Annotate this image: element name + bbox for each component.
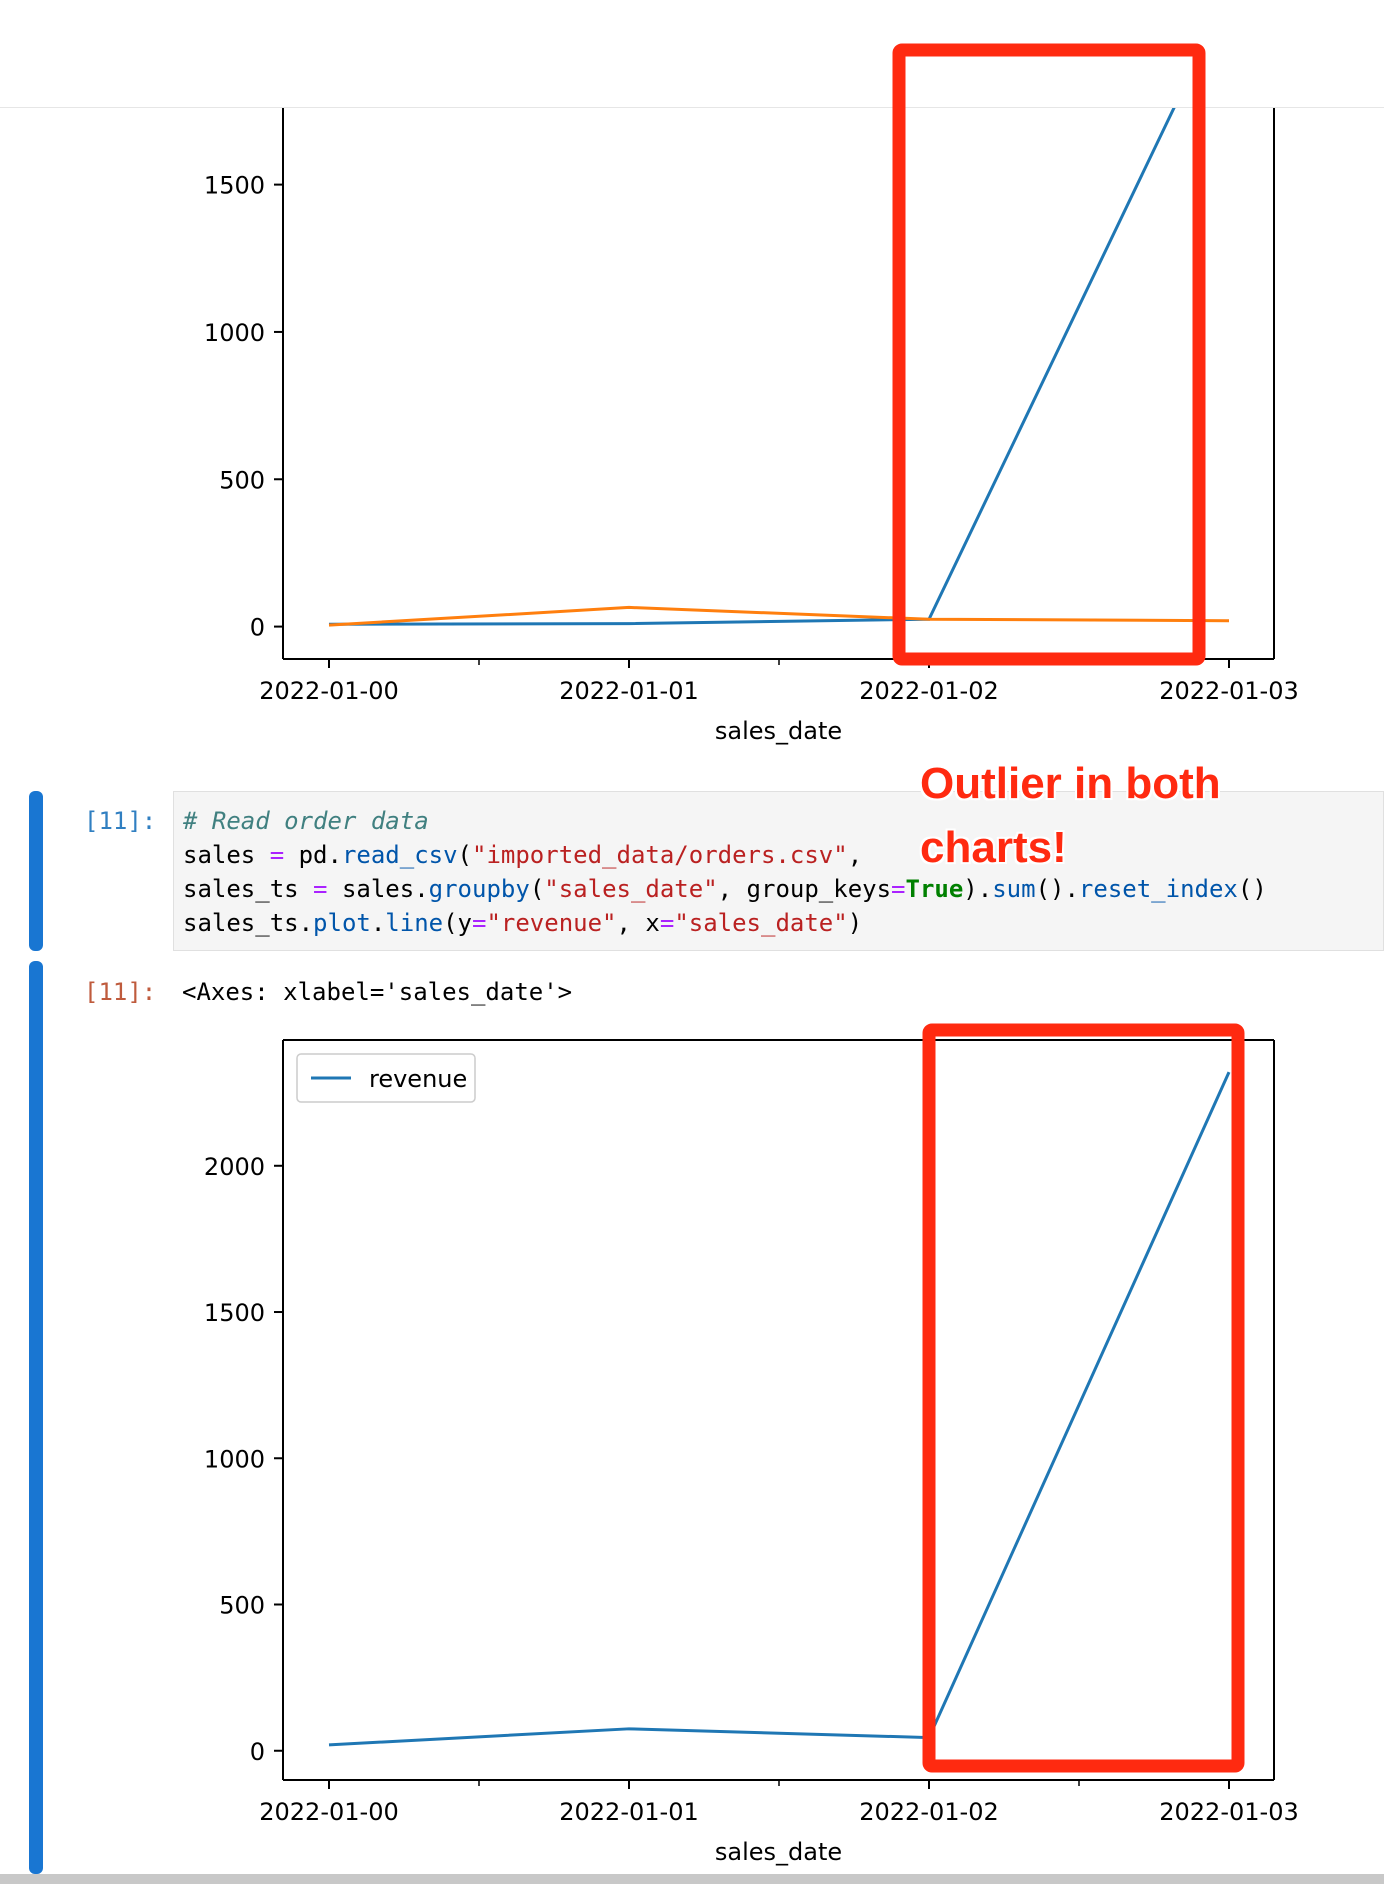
chart-revenue: 0 500 1000 1500 2000 2022-01-00 2022-01-01 2022…: [204, 1023, 1299, 1866]
x-tick-label: 2022-01-02: [859, 1798, 998, 1826]
code-token: sales: [183, 841, 270, 869]
code-token: =: [472, 909, 487, 937]
series-line-series-0: [328, 108, 1176, 626]
output-prompt: [11]:: [84, 978, 157, 1006]
code-editor[interactable]: # Read order data sales = pd.read_csv("im…: [173, 791, 1384, 951]
code-token: (: [457, 841, 472, 869]
y-tick-label: 1500: [204, 1299, 265, 1327]
horizontal-scrollbar[interactable]: [0, 1874, 1384, 1884]
y-tick-label: 500: [219, 1592, 265, 1620]
x-tick-label: 2022-01-03: [1159, 677, 1298, 705]
x-tick-label: 2022-01-00: [259, 1798, 398, 1826]
code-cell-bar[interactable]: [29, 791, 43, 951]
code-token: line: [385, 909, 444, 937]
outlier-highlight-box: [922, 1023, 1245, 1773]
outlier-highlight-box: [892, 43, 1206, 666]
code-token: sales_ts: [183, 875, 314, 903]
x-tick-label: 2022-01-00: [259, 677, 398, 705]
code-token: "sales_date": [544, 875, 718, 903]
y-tick-label: 1500: [204, 172, 265, 200]
code-token: ): [847, 909, 863, 937]
code-token: (: [529, 875, 545, 903]
input-prompt: [11]:: [84, 807, 157, 835]
code-token: , x: [616, 909, 660, 937]
x-tick-label: 2022-01-01: [559, 1798, 698, 1826]
code-token: .: [370, 909, 386, 937]
x-axis-label: sales_date: [715, 717, 842, 745]
code-line: sales_ts = sales.groupby("sales_date", g…: [183, 872, 1267, 906]
code-token: sum: [992, 875, 1036, 903]
series-line-revenue: [328, 1071, 1231, 1747]
code-line: sales = pd.read_csv("imported_data/order…: [183, 838, 877, 872]
code-token: ,: [847, 841, 877, 869]
code-token: "sales_date": [674, 909, 848, 937]
code-token: =: [659, 909, 675, 937]
x-tick-label: 2022-01-03: [1159, 1798, 1298, 1826]
output-text: <Axes: xlabel='sales_date'>: [182, 978, 573, 1006]
y-tick-label: 1000: [204, 319, 265, 347]
code-token: ).: [963, 875, 993, 903]
top-divider: [0, 107, 1384, 108]
code-token: True: [905, 875, 964, 903]
code-token: sales.: [327, 875, 429, 903]
output-cell-bar[interactable]: [29, 961, 43, 1874]
y-tick-label: 0: [250, 1738, 265, 1766]
y-tick-label: 2000: [204, 1153, 265, 1181]
x-tick-label: 2022-01-01: [559, 677, 698, 705]
series-line-series-1: [328, 605, 1230, 627]
code-token: =: [313, 875, 328, 903]
code-token: sales_ts.: [183, 909, 314, 937]
legend-box: [296, 1053, 476, 1103]
code-token: , group_keys: [717, 875, 892, 903]
code-token: (y: [443, 909, 472, 937]
y-tick-label: 0: [250, 614, 265, 642]
outlier-annotation: Outlier in both charts!: [920, 759, 1221, 872]
code-token: reset_index: [1078, 875, 1238, 903]
code-token: =: [891, 875, 906, 903]
code-line: sales_ts.plot.line(y="revenue", x="sales…: [183, 906, 862, 940]
y-tick-label: 500: [219, 466, 265, 494]
code-token: "revenue": [486, 909, 617, 937]
code-token: (): [1237, 875, 1267, 903]
legend-label: revenue: [369, 1065, 467, 1093]
code-token: plot: [313, 909, 371, 937]
x-tick-label: 2022-01-02: [859, 677, 998, 705]
code-token: read_csv: [341, 841, 458, 869]
code-token: "imported_data/orders.csv": [472, 841, 848, 869]
code-line: # Read order data: [183, 804, 429, 838]
y-tick-label: 1000: [204, 1445, 265, 1473]
code-token: groupby: [428, 875, 530, 903]
code-token: ().: [1035, 875, 1079, 903]
code-token: # Read order data: [183, 807, 429, 835]
code-token: =: [269, 841, 285, 869]
chart-top-outlier: 0 500 1000 1500 2022-01-00 2022-01-01 2022-01-…: [204, 43, 1299, 745]
x-axis-label: sales_date: [715, 1838, 842, 1866]
code-token: pd.: [284, 841, 342, 869]
